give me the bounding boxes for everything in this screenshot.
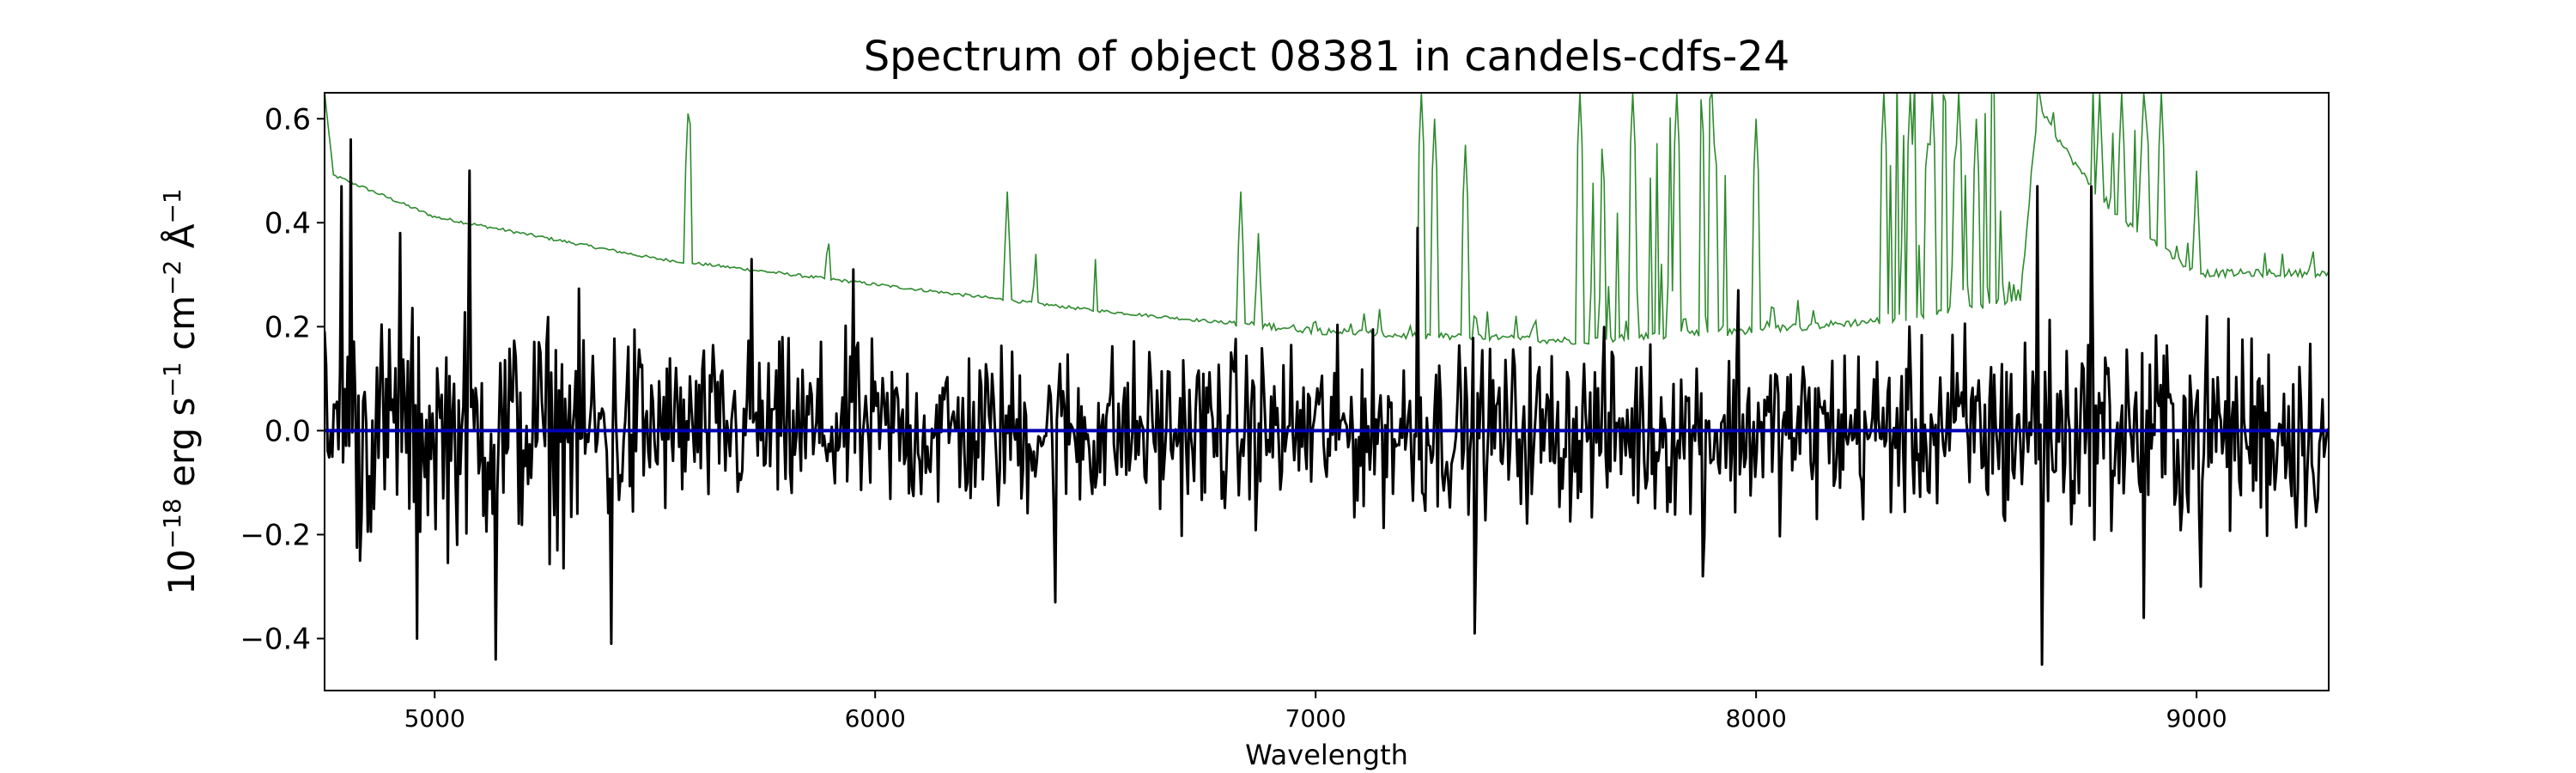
x-tick-label: 7000	[1285, 704, 1346, 733]
y-tick-label: −0.4	[240, 622, 311, 656]
plot-frame	[324, 92, 2330, 691]
y-axis-label-base: 10	[161, 549, 203, 594]
y-axis-label-exp: −18	[158, 498, 186, 549]
flux-spectrum-line	[325, 138, 2329, 666]
y-tick-label: 0.0	[264, 414, 311, 448]
x-tick-label: 6000	[845, 704, 906, 733]
y-axis-label-unit-3: Å	[160, 223, 203, 259]
y-axis-label-exp-2: −2	[158, 260, 186, 295]
error-spectrum-layer	[325, 93, 2329, 345]
y-axis-label-exp-3: −1	[158, 188, 186, 223]
y-axis-label-unit-2: cm	[161, 295, 203, 362]
flux-spectrum-layer	[325, 138, 2329, 666]
x-axis-label: Wavelength	[1245, 739, 1408, 771]
x-tick-label: 9000	[2166, 704, 2227, 733]
x-axis-ticks: 5000 6000 7000 8000 9000	[404, 691, 2227, 733]
y-tick-label: −0.2	[240, 518, 311, 552]
y-axis-label-exp-1: −1	[158, 362, 186, 397]
y-tick-label: 0.4	[264, 206, 311, 240]
y-tick-label: 0.6	[264, 102, 311, 137]
chart-title: Spectrum of object 08381 in candels-cdfs…	[864, 33, 1790, 81]
error-spectrum-line	[325, 93, 2329, 345]
y-tick-label: 0.2	[264, 310, 311, 344]
x-tick-label: 5000	[404, 704, 465, 733]
y-axis-ticks: −0.4 −0.2 0.0 0.2 0.4 0.6	[240, 102, 325, 656]
y-axis-label: 10−18 erg s−1 cm−2 Å−1	[158, 188, 204, 594]
y-axis-label-unit-1: erg s	[161, 398, 203, 499]
x-tick-label: 8000	[1726, 704, 1787, 733]
